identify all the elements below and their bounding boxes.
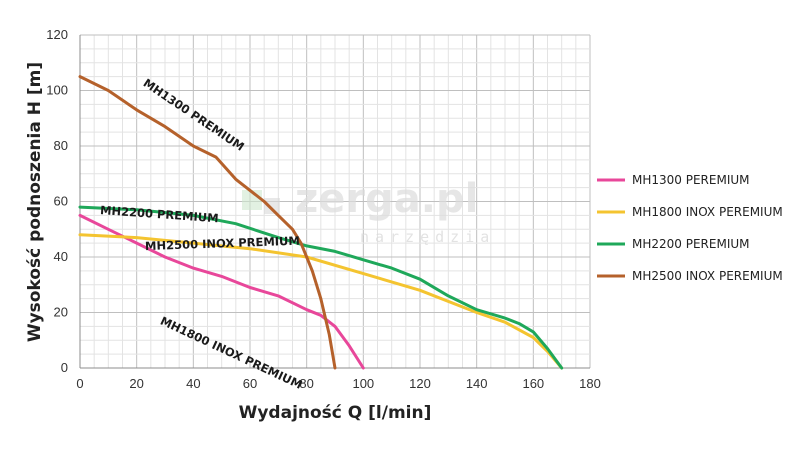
watermark-subtext: narzędzia bbox=[360, 228, 495, 246]
y-tick-label: 120 bbox=[46, 27, 68, 42]
x-tick-label: 0 bbox=[76, 376, 83, 391]
watermark-text: zerga.pl bbox=[295, 176, 478, 222]
legend-label: MH2500 INOX PEREMIUM bbox=[632, 269, 783, 283]
x-tick-label: 160 bbox=[522, 376, 544, 391]
x-tick-label: 180 bbox=[579, 376, 601, 391]
x-tick-label: 140 bbox=[466, 376, 488, 391]
curve-label: MH1800 INOX PREMIUM bbox=[158, 314, 304, 392]
y-tick-label: 80 bbox=[54, 138, 68, 153]
series-line bbox=[78, 75, 337, 370]
x-tick-label: 40 bbox=[186, 376, 200, 391]
legend-label: MH1300 PEREMIUM bbox=[632, 173, 750, 187]
axes: 0 20 40 60 80 100 120 140 160 180 0 20 40 60 80 100 120 bbox=[46, 27, 601, 391]
series-line bbox=[78, 213, 365, 370]
x-tick-label: 120 bbox=[409, 376, 431, 391]
series-line bbox=[78, 233, 564, 370]
y-axis-title: Wysokość podnoszenia H [m] bbox=[25, 62, 45, 342]
series-lines bbox=[78, 75, 564, 370]
y-tick-label: 40 bbox=[54, 249, 68, 264]
legend: MH1300 PEREMIUM MH1800 INOX PEREMIUM MH220… bbox=[597, 173, 783, 283]
x-tick-label: 60 bbox=[243, 376, 257, 391]
x-tick-label: 80 bbox=[299, 376, 313, 391]
series-line bbox=[78, 205, 564, 370]
x-axis-title: Wydajność Q [l/min] bbox=[239, 403, 432, 423]
watermark: zerga.pl narzędzia bbox=[242, 176, 495, 246]
x-tick-label: 100 bbox=[352, 376, 374, 391]
y-tick-label: 60 bbox=[54, 194, 68, 209]
curve-label: MH2500 INOX PREMIUM bbox=[145, 234, 300, 253]
legend-label: MH2200 PEREMIUM bbox=[632, 237, 750, 251]
watermark-logo-icon-part bbox=[264, 198, 280, 214]
y-tick-label: 0 bbox=[61, 360, 68, 375]
x-tick-label: 20 bbox=[129, 376, 143, 391]
curve-label: MH2200 PREMIUM bbox=[100, 203, 219, 225]
legend-label: MH1800 INOX PEREMIUM bbox=[632, 205, 783, 219]
y-tick-label: 20 bbox=[54, 305, 68, 320]
y-tick-label: 100 bbox=[46, 83, 68, 98]
